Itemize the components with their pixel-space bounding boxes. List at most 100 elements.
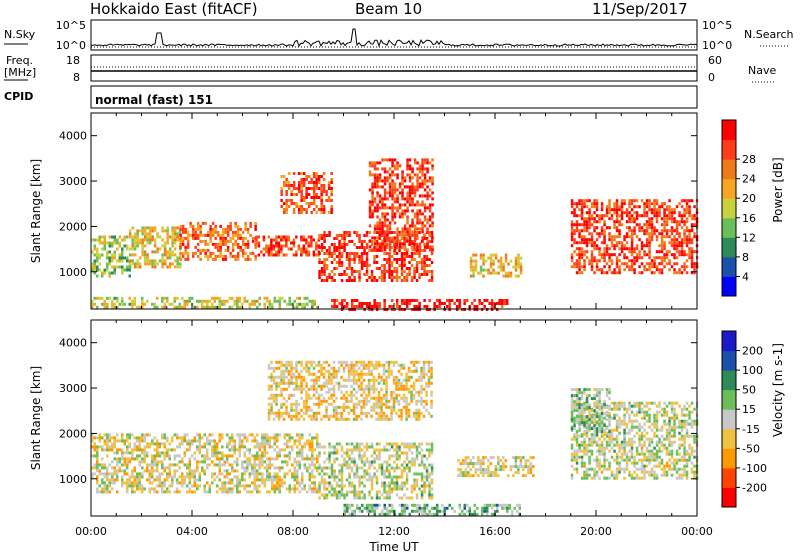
- power-cell: [91, 238, 94, 242]
- velocity-cell: [236, 448, 239, 452]
- velocity-cell: [425, 393, 428, 397]
- velocity-cell: [345, 490, 349, 494]
- power-cell: [330, 305, 334, 308]
- power-cell: [413, 203, 417, 207]
- velocity-cell: [231, 433, 234, 437]
- velocity-cell: [285, 366, 288, 370]
- velocity-cell: [387, 417, 391, 421]
- power-cell: [376, 242, 379, 246]
- velocity-cell: [332, 366, 336, 370]
- power-cell: [590, 268, 594, 272]
- power-cell: [502, 274, 505, 278]
- velocity-cell: [98, 490, 101, 494]
- power-cell: [373, 182, 377, 186]
- velocity-cell: [338, 463, 341, 467]
- velocity-cell: [203, 484, 206, 488]
- velocity-cell: [308, 457, 311, 461]
- velocity-cell: [327, 417, 331, 421]
- power-cell: [315, 253, 318, 257]
- velocity-cell: [181, 457, 184, 461]
- power-cell: [603, 232, 606, 236]
- power-cell: [103, 241, 106, 245]
- velocity-cell: [191, 484, 194, 488]
- power-cell: [688, 232, 691, 236]
- velocity-cell: [340, 405, 343, 409]
- velocity-cell: [248, 451, 251, 455]
- power-cell: [280, 244, 283, 248]
- velocity-cell: [348, 448, 351, 452]
- velocity-cell: [367, 363, 371, 367]
- power-cell: [416, 236, 419, 240]
- power-cell: [660, 223, 664, 227]
- power-cell: [312, 172, 316, 175]
- velocity-cell: [206, 451, 209, 455]
- velocity-cell: [295, 366, 298, 370]
- power-cell: [188, 296, 191, 300]
- power-cell: [297, 244, 301, 248]
- power-cell: [578, 232, 581, 236]
- velocity-cell: [370, 384, 373, 388]
- velocity-cell: [365, 393, 368, 397]
- power-cell: [280, 175, 283, 178]
- power-cell: [216, 230, 220, 234]
- velocity-cell: [251, 481, 254, 485]
- power-cell: [312, 181, 316, 184]
- power-cell: [593, 217, 596, 221]
- velocity-cell: [261, 472, 264, 476]
- power-cell: [570, 223, 574, 227]
- velocity-cell: [176, 478, 179, 482]
- power-cell: [373, 200, 377, 204]
- velocity-cell: [275, 393, 278, 397]
- velocity-cell: [131, 451, 134, 455]
- power-cell: [161, 299, 164, 303]
- velocity-cell: [365, 414, 368, 418]
- velocity-cell: [372, 375, 376, 379]
- power-cell: [398, 206, 402, 210]
- velocity-cell: [392, 375, 396, 379]
- velocity-cell: [188, 448, 191, 452]
- velocity-cell: [327, 414, 331, 418]
- power-cell: [690, 247, 694, 251]
- power-cell: [143, 259, 147, 263]
- power-cell: [683, 253, 686, 257]
- power-cell: [608, 268, 611, 272]
- velocity-cell: [111, 448, 114, 452]
- power-cell: [403, 203, 407, 207]
- velocity-cell: [377, 396, 381, 400]
- power-cell: [469, 265, 473, 269]
- power-cell: [320, 184, 323, 187]
- velocity-cell: [261, 457, 264, 461]
- velocity-cell: [395, 381, 398, 385]
- power-cell: [270, 247, 273, 251]
- velocity-cell: [306, 442, 309, 446]
- power-cell: [153, 238, 157, 242]
- velocity-cell: [148, 463, 151, 467]
- power-cell: [635, 199, 639, 203]
- power-cell: [683, 211, 686, 215]
- velocity-cell: [417, 408, 421, 412]
- power-cell: [608, 199, 611, 203]
- power-cell: [340, 261, 344, 264]
- velocity-cell: [390, 390, 393, 394]
- power-cell: [655, 202, 659, 206]
- power-cell: [423, 182, 427, 186]
- velocity-cell: [251, 439, 254, 443]
- velocity-cell: [171, 481, 174, 485]
- velocity-cell: [355, 381, 358, 385]
- velocity-cell: [375, 417, 378, 421]
- power-cell: [655, 217, 659, 221]
- power-cell: [628, 202, 631, 206]
- velocity-cell: [181, 481, 184, 485]
- velocity-cell: [108, 472, 111, 476]
- power-cell: [428, 233, 432, 237]
- velocity-cell: [228, 442, 231, 446]
- velocity-cell: [243, 466, 246, 470]
- power-cell: [593, 220, 596, 224]
- velocity-cell: [375, 396, 378, 400]
- power-cell: [196, 224, 200, 228]
- power-cell: [131, 238, 134, 242]
- velocity-cell: [405, 384, 408, 388]
- velocity-cell: [263, 484, 266, 488]
- velocity-cell: [420, 496, 424, 500]
- velocity-cell: [156, 460, 159, 464]
